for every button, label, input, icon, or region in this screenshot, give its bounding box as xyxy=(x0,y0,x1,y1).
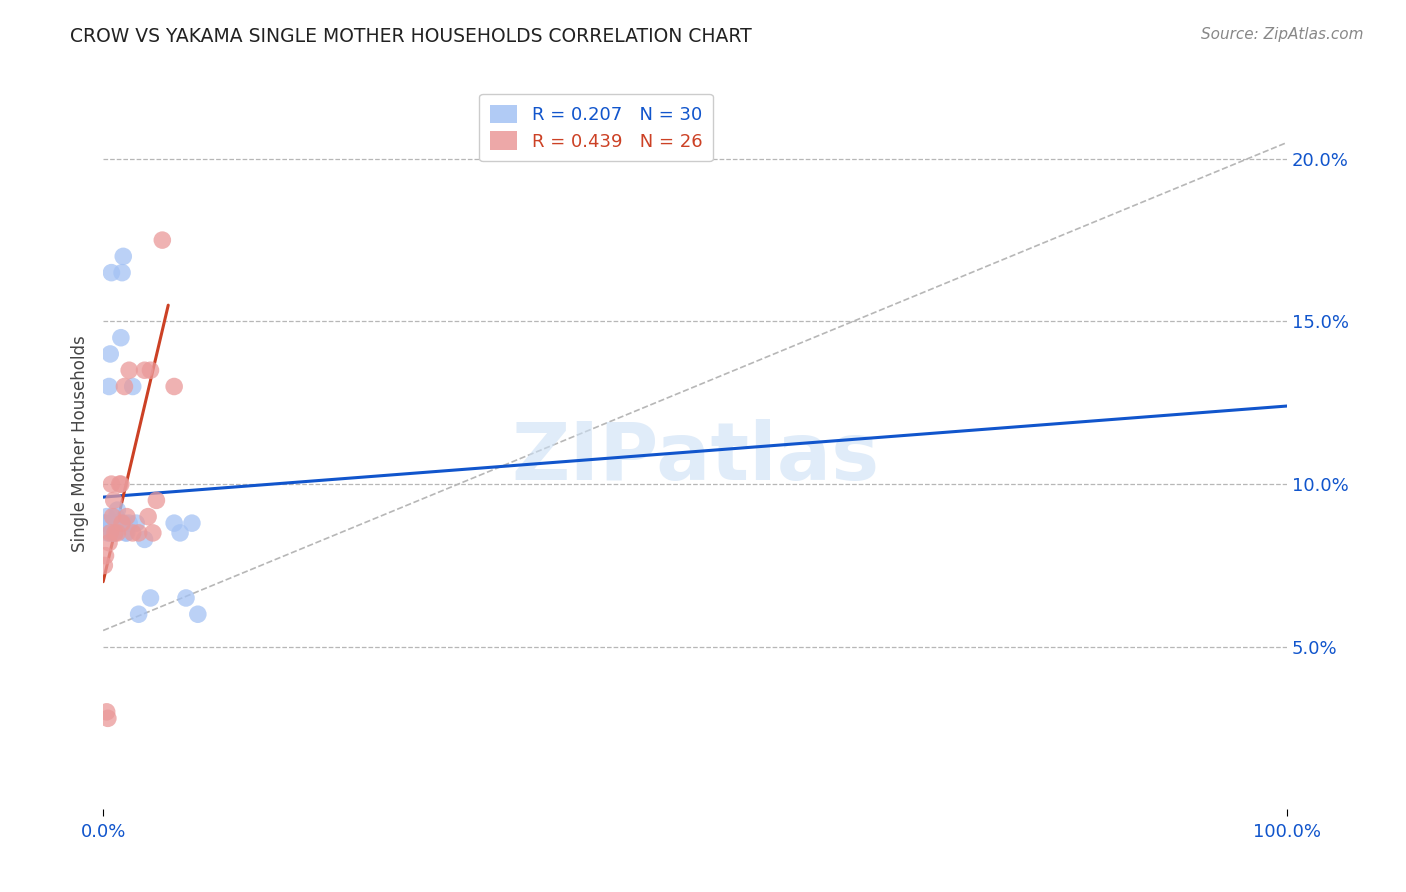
Point xyxy=(98,535,121,549)
Point xyxy=(110,331,132,345)
Point xyxy=(101,525,124,540)
Point xyxy=(108,477,131,491)
Point xyxy=(139,591,162,605)
Point xyxy=(100,266,122,280)
Point xyxy=(104,516,127,530)
Point xyxy=(107,516,129,530)
Point xyxy=(121,525,143,540)
Point xyxy=(136,509,159,524)
Point xyxy=(134,363,156,377)
Point xyxy=(98,525,121,540)
Y-axis label: Single Mother Households: Single Mother Households xyxy=(72,335,89,552)
Point xyxy=(103,525,125,540)
Point xyxy=(101,509,124,524)
Point xyxy=(98,379,121,393)
Point xyxy=(142,525,165,540)
Point xyxy=(139,363,162,377)
Point xyxy=(174,591,197,605)
Point xyxy=(112,249,135,263)
Point xyxy=(114,379,136,393)
Point xyxy=(100,477,122,491)
Point xyxy=(145,493,167,508)
Point xyxy=(187,607,209,622)
Point xyxy=(121,379,143,393)
Point xyxy=(104,525,127,540)
Point xyxy=(163,379,186,393)
Text: CROW VS YAKAMA SINGLE MOTHER HOUSEHOLDS CORRELATION CHART: CROW VS YAKAMA SINGLE MOTHER HOUSEHOLDS … xyxy=(70,27,752,45)
Point xyxy=(93,516,115,530)
Point xyxy=(110,477,132,491)
Point xyxy=(115,525,138,540)
Point xyxy=(105,503,128,517)
Point xyxy=(111,516,134,530)
Point xyxy=(163,516,186,530)
Point xyxy=(118,516,141,530)
Point xyxy=(118,363,141,377)
Point xyxy=(115,509,138,524)
Text: Source: ZipAtlas.com: Source: ZipAtlas.com xyxy=(1201,27,1364,42)
Point xyxy=(105,525,128,540)
Legend: R = 0.207   N = 30, R = 0.439   N = 26: R = 0.207 N = 30, R = 0.439 N = 26 xyxy=(479,94,713,161)
Point xyxy=(134,533,156,547)
Point xyxy=(105,509,128,524)
Point xyxy=(180,516,202,530)
Point xyxy=(97,525,120,540)
Point xyxy=(114,516,136,530)
Point xyxy=(103,493,125,508)
Point xyxy=(93,558,115,573)
Point xyxy=(94,516,117,530)
Point xyxy=(94,549,117,563)
Point xyxy=(96,705,118,719)
Text: ZIPatlas: ZIPatlas xyxy=(510,419,879,497)
Point xyxy=(150,233,173,247)
Point xyxy=(125,516,148,530)
Point xyxy=(96,509,118,524)
Point xyxy=(128,525,150,540)
Point xyxy=(169,525,191,540)
Point xyxy=(111,266,134,280)
Point xyxy=(114,525,136,540)
Point xyxy=(128,607,150,622)
Point xyxy=(97,711,120,725)
Point xyxy=(98,347,121,361)
